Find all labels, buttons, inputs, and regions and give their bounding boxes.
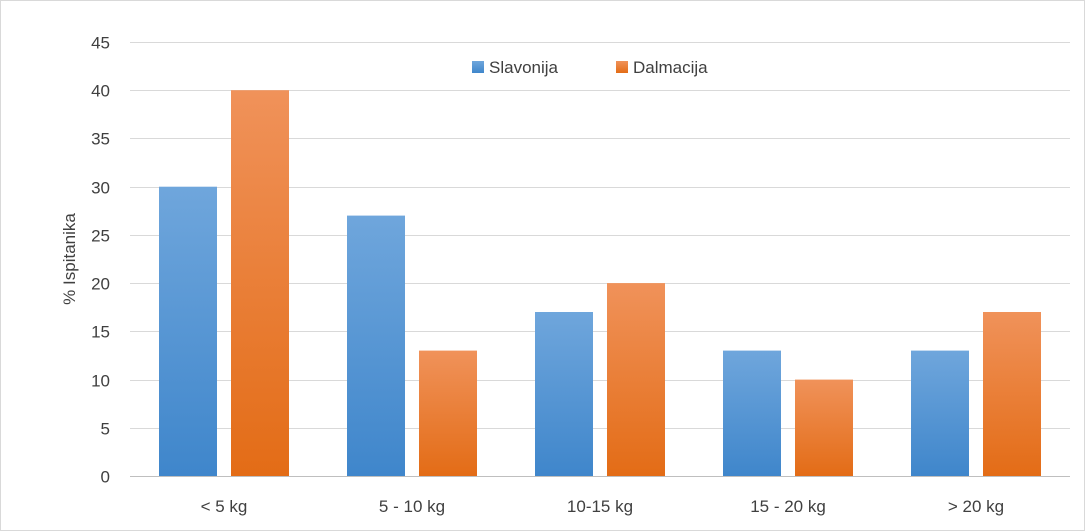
bars <box>159 90 1041 476</box>
bar-slavonija <box>159 186 217 476</box>
y-tick-label: 25 <box>91 227 110 246</box>
x-tick-label: > 20 kg <box>948 497 1004 516</box>
bar-slavonija <box>723 350 781 476</box>
legend-label-dalmacija: Dalmacija <box>633 58 708 77</box>
bar-slavonija <box>535 312 593 476</box>
bar-dalmacija <box>419 350 477 476</box>
y-tick-label: 5 <box>101 420 110 439</box>
y-tick-label: 0 <box>101 468 110 487</box>
x-tick-label: < 5 kg <box>201 497 248 516</box>
bar-slavonija <box>911 350 969 476</box>
x-tick-label: 15 - 20 kg <box>750 497 826 516</box>
y-tick-labels: 0 5 10 15 20 25 30 35 40 45 <box>91 34 110 487</box>
legend-swatch-dalmacija <box>616 61 628 73</box>
legend-swatch-slavonija <box>472 61 484 73</box>
y-tick-label: 35 <box>91 130 110 149</box>
y-tick-label: 40 <box>91 82 110 101</box>
y-tick-label: 10 <box>91 372 110 391</box>
bar-slavonija <box>347 215 405 476</box>
y-tick-label: 45 <box>91 34 110 53</box>
bar-dalmacija <box>231 90 289 476</box>
y-tick-label: 20 <box>91 275 110 294</box>
legend-label-slavonija: Slavonija <box>489 58 559 77</box>
legend: Slavonija Dalmacija <box>472 58 708 77</box>
bar-dalmacija <box>795 379 853 476</box>
x-tick-labels: < 5 kg 5 - 10 kg 10-15 kg 15 - 20 kg > 20 kg <box>201 497 1005 516</box>
x-tick-label: 10-15 kg <box>567 497 633 516</box>
y-axis-title: % Ispitanika <box>60 213 79 305</box>
y-tick-label: 30 <box>91 179 110 198</box>
bar-dalmacija <box>607 283 665 476</box>
bar-dalmacija <box>983 312 1041 476</box>
y-tick-label: 15 <box>91 323 110 342</box>
x-tick-label: 5 - 10 kg <box>379 497 445 516</box>
